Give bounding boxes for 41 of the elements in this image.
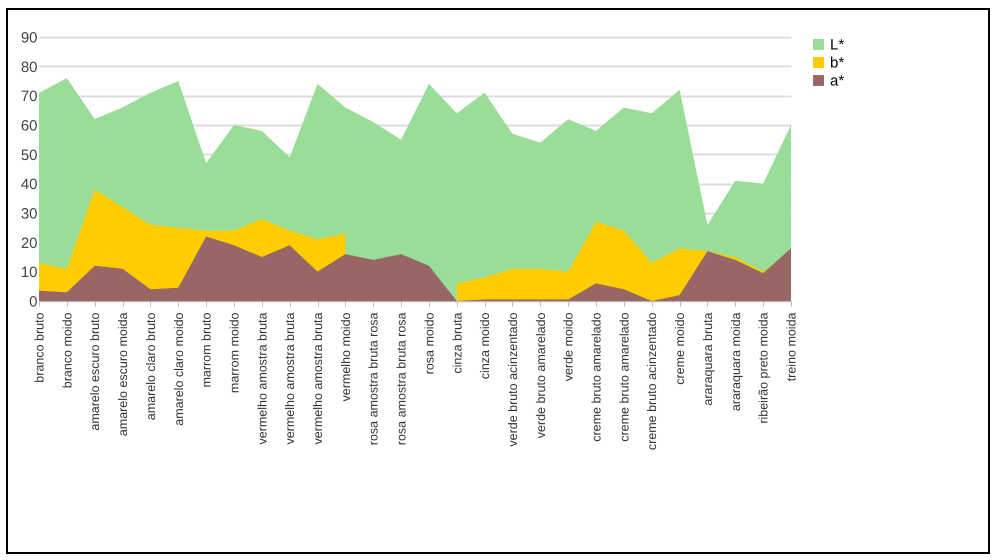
y-tick-label: 10 bbox=[20, 264, 38, 282]
x-tick-label: creme moido bbox=[673, 312, 688, 385]
legend-label: a* bbox=[830, 72, 844, 90]
x-tick-label: creme bruto amarelado bbox=[617, 312, 632, 442]
legend-label: b* bbox=[830, 54, 844, 72]
x-tick-label: marrom bruto bbox=[200, 312, 214, 388]
y-tick-label: 60 bbox=[20, 118, 38, 134]
x-tick-label: vermelho amostra bruta bbox=[283, 312, 298, 445]
x-tick-label: rosa moido bbox=[422, 312, 436, 374]
x-tick-label: vermelho amostra bruta bbox=[255, 312, 270, 445]
x-tick-label: amarelo claro bruto bbox=[144, 312, 158, 420]
x-tick-label: amarelo escuro bruto bbox=[88, 312, 102, 431]
y-tick-label: 40 bbox=[20, 176, 38, 194]
x-tick-label: rosa amostra bruta rosa bbox=[366, 312, 381, 446]
x-tick-label: rosa amostra bruta rosa bbox=[394, 312, 409, 446]
x-tick-label: branco moido bbox=[60, 312, 74, 388]
y-tick-label: 20 bbox=[20, 234, 38, 252]
y-tick-label: 80 bbox=[20, 58, 38, 76]
x-tick-label: verde bruto acinzentado bbox=[506, 312, 520, 447]
y-tick-label: 90 bbox=[20, 30, 38, 46]
x-tick-label: cinza bruta bbox=[450, 312, 464, 374]
x-tick-label: araraquara bruta bbox=[700, 312, 715, 406]
x-tick-label: creme bruto amarelado bbox=[590, 312, 604, 442]
x-tick-label: branco bruto bbox=[32, 312, 46, 383]
y-tick-label: 30 bbox=[20, 206, 38, 222]
x-tick-label: vermelho amostra bruta bbox=[311, 312, 326, 445]
x-tick-label: verde moido bbox=[562, 312, 576, 382]
x-tick-label: amarelo escuro moida bbox=[116, 312, 130, 436]
x-tick-label: ribeirão preto moida bbox=[756, 312, 771, 424]
legend-label: L* bbox=[830, 36, 844, 54]
y-tick-label: 70 bbox=[20, 88, 38, 106]
y-tick-label: 50 bbox=[20, 146, 38, 164]
x-tick-label: vermelho moido bbox=[338, 312, 353, 402]
x-tick-label: creme bruto acinzentado bbox=[645, 312, 660, 450]
y-tick-label: 0 bbox=[29, 294, 38, 310]
x-tick-label: verde bruto amarelado bbox=[534, 312, 548, 438]
x-tick-label: marrom moido bbox=[227, 312, 242, 394]
x-tick-label: cinza moido bbox=[478, 312, 492, 380]
x-tick-label: araraquara moida bbox=[728, 312, 743, 412]
x-tick-label: amarelo claro moido bbox=[172, 312, 186, 426]
x-tick-label: treino moida bbox=[784, 312, 798, 382]
